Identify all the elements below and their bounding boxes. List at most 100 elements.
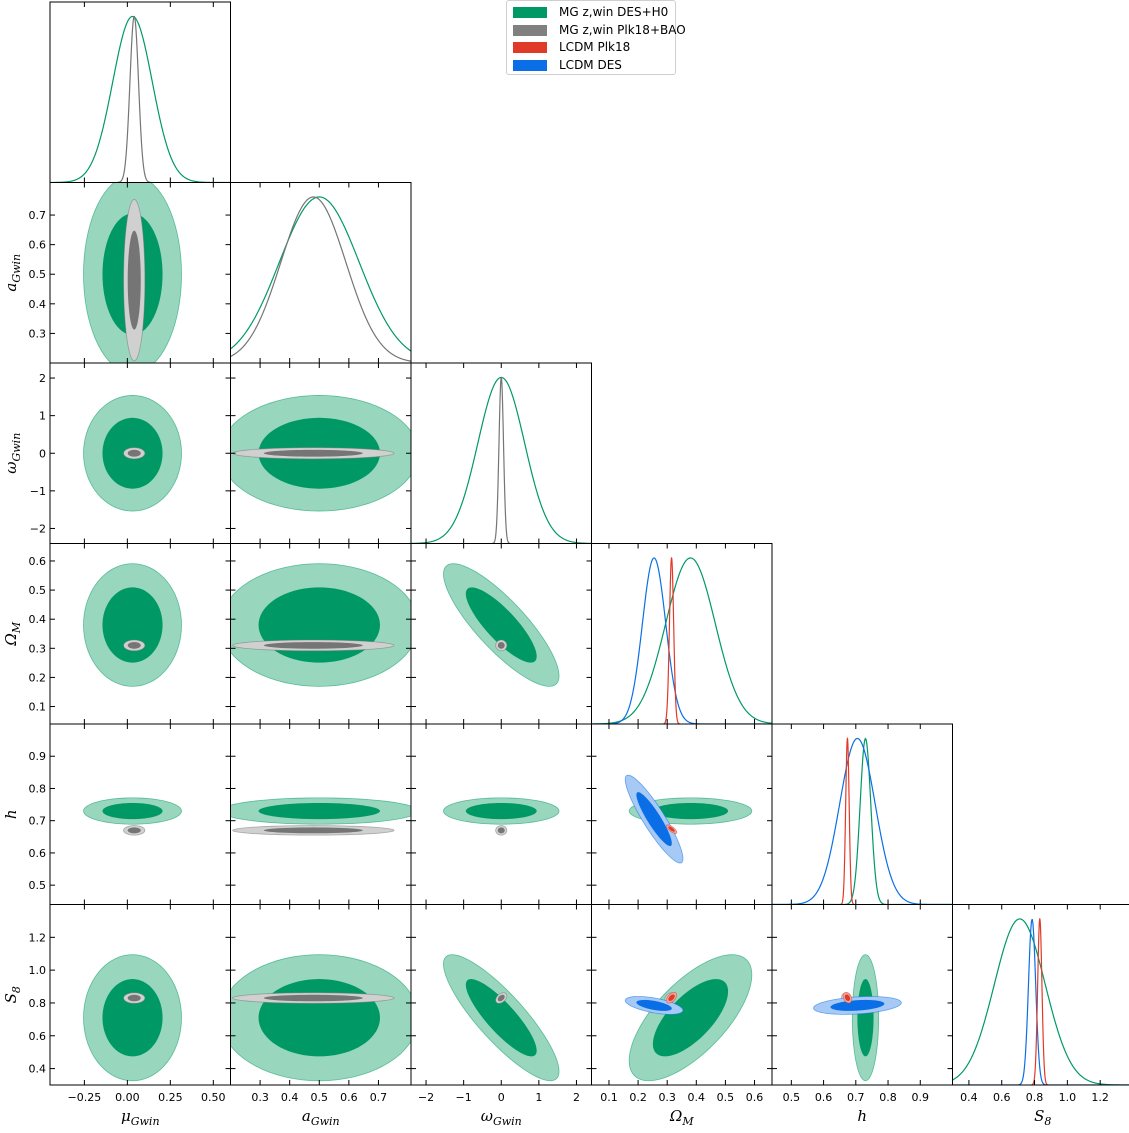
y-tick-label: 0.4 — [29, 1063, 47, 1076]
y-tick-label: 1.0 — [29, 964, 47, 977]
y-tick-label: 0.7 — [29, 815, 47, 828]
x-tick-label: 1.2 — [1091, 1091, 1109, 1104]
y-tick-label: 0.2 — [29, 671, 47, 684]
y-tick-label: 0.4 — [29, 613, 47, 626]
x-tick-label: 0.4 — [960, 1091, 978, 1104]
contour-inner-lcdm-plk18 — [844, 994, 851, 1001]
y-tick-label: 0.3 — [29, 642, 47, 655]
contour-inner-mg-z-win-des-h0 — [857, 979, 874, 1057]
marginal-curve-mg-z-win-plk18-bao — [492, 376, 511, 544]
y-axis-label-subscript: Gwin — [10, 254, 23, 283]
contour-panel-a-h — [230, 797, 411, 836]
contour-inner-lcdm-des — [830, 999, 885, 1011]
y-tick-label: 0.5 — [29, 879, 47, 892]
contour-inner-mg-z-win-des-h0 — [102, 802, 163, 820]
contour-panel-mu-S8 — [83, 954, 182, 1082]
y-tick-label: 0.5 — [29, 268, 47, 281]
y-axis-label: ωGwin — [2, 433, 23, 474]
contour-inner-mg-z-win-plk18-bao — [263, 642, 363, 649]
legend-label: MG z,win Plk18+BAO — [559, 23, 686, 37]
x-tick-label: 0 — [498, 1091, 505, 1104]
x-tick-label: 0.6 — [815, 1091, 833, 1104]
x-tick-label: 0.5 — [717, 1091, 735, 1104]
marginal-curve-lcdm-plk18 — [663, 556, 680, 724]
panel-frame — [771, 723, 953, 905]
legend-swatch-gray — [513, 24, 547, 36]
legend-label: LCDM DES — [559, 58, 622, 72]
contour-panel-omega-Om — [443, 563, 560, 687]
y-tick-label: 0.3 — [29, 327, 47, 340]
contour-panel-Om-h — [624, 774, 753, 864]
panel-frame — [410, 362, 592, 544]
x-axis-label-subscript: Gwin — [493, 1115, 522, 1128]
contour-inner-mg-z-win-plk18-bao — [497, 827, 505, 834]
marginal-panel-Om — [591, 556, 772, 724]
x-tick-label: 0.9 — [912, 1091, 930, 1104]
y-tick-label: 1.2 — [29, 931, 47, 944]
marginal-curve-mg-z-win-plk18-bao — [230, 196, 411, 362]
contour-panel-Om-S8 — [624, 954, 753, 1082]
y-tick-label: 0 — [39, 447, 46, 460]
x-tick-label: 0.2 — [629, 1091, 647, 1104]
contour-inner-mg-z-win-plk18-bao — [127, 642, 141, 649]
y-tick-label: 0.6 — [29, 239, 47, 252]
x-tick-label: 0.6 — [746, 1091, 764, 1104]
y-tick-label: 1 — [39, 410, 46, 423]
legend-label: LCDM Plk18 — [559, 40, 631, 54]
contour-panel-a-Om — [230, 563, 411, 687]
marginal-curve-lcdm-des — [952, 918, 1129, 1085]
contour-inner-lcdm-des — [636, 999, 672, 1011]
legend: MG z,win DES+H0 MG z,win Plk18+BAO LCDM … — [506, 0, 686, 75]
x-tick-label: 0.25 — [158, 1091, 183, 1104]
y-tick-label: 2 — [39, 372, 46, 385]
marginal-panel-h — [772, 737, 953, 905]
marginal-curve-mg-z-win-des-h0 — [952, 918, 1129, 1085]
x-tick-label: 0.1 — [600, 1091, 618, 1104]
y-axis-label: ΩM — [2, 621, 23, 646]
x-tick-label: −2 — [418, 1091, 434, 1104]
contour-inner-mg-z-win-des-h0 — [102, 587, 163, 663]
x-tick-label: 0.3 — [251, 1091, 269, 1104]
contour-panel-omega-h — [443, 797, 560, 836]
contour-inner-mg-z-win-plk18-bao — [127, 449, 141, 457]
y-tick-label: 0.7 — [29, 209, 47, 222]
legend-item-mg-plk18-bao: MG z,win Plk18+BAO — [513, 22, 686, 38]
legend-item-lcdm-plk18: LCDM Plk18 — [513, 39, 630, 55]
contour-inner-mg-z-win-des-h0 — [258, 587, 380, 663]
x-tick-label: 0.3 — [658, 1091, 676, 1104]
contour-inner-lcdm-des — [636, 792, 672, 847]
x-tick-label: 1.0 — [1059, 1091, 1077, 1104]
contour-inner-mg-z-win-plk18-bao — [127, 994, 141, 1002]
panel-frame — [591, 543, 773, 725]
marginal-curve-mg-z-win-des-h0 — [591, 557, 772, 724]
x-tick-label: −0.25 — [68, 1091, 102, 1104]
y-tick-label: 0.6 — [29, 1030, 47, 1043]
x-axis-label-subscript: Gwin — [131, 1115, 160, 1128]
x-axis-label: S8 — [1034, 1107, 1051, 1128]
contour-inner-mg-z-win-plk18-bao — [497, 642, 505, 649]
legend-swatch-blue — [513, 59, 547, 71]
contour-inner-mg-z-win-des-h0 — [258, 979, 380, 1057]
marginal-curve-mg-z-win-des-h0 — [411, 376, 592, 544]
x-tick-label: 0.7 — [847, 1091, 865, 1104]
contour-panel-mu-a — [83, 182, 182, 363]
legend-item-mg-des-h0: MG z,win DES+H0 — [513, 4, 668, 20]
contour-panel-mu-Om — [83, 563, 182, 687]
marginal-curve-lcdm-des — [591, 557, 772, 724]
contour-inner-lcdm-plk18 — [668, 826, 675, 832]
x-tick-label: −1 — [456, 1091, 472, 1104]
y-tick-label: −2 — [30, 522, 46, 535]
contour-panel-omega-S8 — [443, 954, 560, 1082]
contour-inner-mg-z-win-plk18-bao — [263, 994, 363, 1002]
x-axis-label: aGwin — [302, 1107, 340, 1128]
legend-item-lcdm-des: LCDM DES — [513, 57, 622, 73]
y-axis-label-subscript: 8 — [10, 986, 23, 993]
y-axis-label: h — [2, 809, 20, 819]
marginal-panel-mu — [50, 15, 231, 183]
x-tick-label: 0.50 — [201, 1091, 226, 1104]
y-tick-label: −1 — [30, 485, 46, 498]
y-axis-label: S8 — [2, 986, 23, 1003]
y-tick-label: 0.6 — [29, 555, 47, 568]
contour-inner-mg-z-win-des-h0 — [652, 802, 729, 820]
x-tick-label: 0.8 — [1026, 1091, 1044, 1104]
